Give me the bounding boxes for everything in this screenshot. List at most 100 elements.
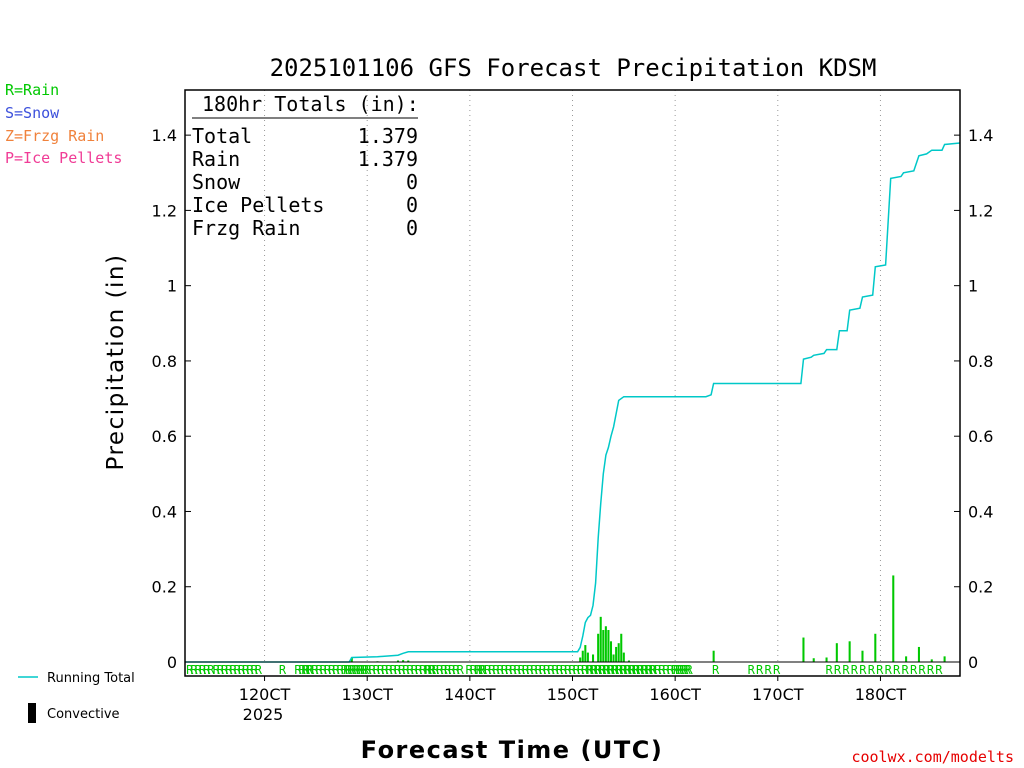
ptype-marker-4: RRRRRRRRRRRRRRRRR — [294, 663, 370, 677]
y-axis-label: Precipitation (in) — [103, 254, 129, 471]
ptype-marker-0: RRRRRR — [186, 663, 215, 677]
running-total-polyline — [185, 142, 961, 663]
totals-label-ice-pellets: Ice Pellets — [192, 193, 324, 217]
precip-bar-15 — [609, 641, 613, 662]
precip-bar-30 — [892, 575, 895, 662]
running-total-line — [185, 142, 961, 663]
precip-bar-24 — [812, 658, 815, 662]
ptype-marker-7: RRRR — [444, 663, 465, 677]
totals-label-snow: Snow — [192, 170, 241, 194]
precip-bar-2 — [396, 660, 400, 662]
precip-bar-11 — [599, 616, 602, 662]
ptype-marker-5: RRRRRRRRRRRRRRRRRRRRRRRR — [343, 663, 448, 677]
precip-bar-25 — [825, 657, 828, 662]
precip-bar-20 — [622, 652, 625, 662]
y-tick-label-right-1: 0.2 — [968, 578, 993, 597]
totals-label-total: Total — [192, 124, 252, 148]
precip-bar-33 — [930, 659, 933, 662]
totals-box: 180hr Totals (in): Total 1.379 Rain 1.37… — [192, 92, 419, 240]
precip-bar-18 — [617, 643, 620, 662]
y-tick-label-left-7: 1.4 — [152, 126, 177, 145]
type-key-ice-pellets: P=Ice Pellets — [5, 149, 122, 167]
totals-value-freezing-rain: 0 — [406, 216, 418, 240]
chart-title: 2025101106 GFS Forecast Precipitation KD… — [270, 54, 877, 82]
y-tick-label-left-6: 1.2 — [152, 201, 177, 220]
precip-bar-28 — [861, 650, 864, 662]
precip-bar-0 — [350, 657, 353, 662]
precip-bar-6 — [581, 650, 584, 662]
x-axis-label: Forecast Time (UTC) — [361, 736, 664, 764]
totals-value-total: 1.379 — [358, 124, 418, 148]
precip-bar-10 — [597, 633, 600, 662]
ptype-marker-13: R R R R — [748, 663, 781, 677]
precip-bar-12 — [602, 630, 605, 662]
precip-bar-32 — [917, 646, 920, 662]
precip-bar-8 — [586, 652, 589, 662]
y-tick-label-left-5: 1 — [167, 277, 177, 296]
totals-heading: 180hr Totals (in): — [202, 92, 419, 116]
ptype-marker-2: R — [279, 663, 287, 677]
legend-convective-label: Convective — [47, 707, 120, 722]
precip-bar-29 — [874, 633, 877, 662]
totals-value-snow: 0 — [406, 170, 418, 194]
precip-bar-22 — [712, 650, 715, 662]
totals-label-rain: Rain — [192, 147, 240, 171]
x-tick-label-5: 170CT — [752, 685, 804, 704]
y-tick-label-right-6: 1.2 — [968, 201, 993, 220]
precip-type-markers: RRRRRR RRRRRRRRRRR R RRRRRRRRRRRRRRRRRRRRRR… — [186, 663, 946, 677]
precip-bar-7 — [584, 645, 587, 662]
y-tick-label-right-0: 0 — [968, 653, 978, 672]
precip-bar-9 — [592, 654, 595, 662]
ptype-marker-11: RRRR — [673, 663, 694, 677]
totals-value-ice-pellets: 0 — [406, 193, 418, 217]
plot-axes — [184, 89, 961, 677]
y-tick-label-left-0: 0 — [167, 653, 177, 672]
y-tick-label-left-4: 0.8 — [152, 352, 177, 371]
precip-bar-19 — [620, 633, 623, 662]
precip-bar-31 — [905, 656, 908, 662]
y-tick-label-right-7: 1.4 — [968, 126, 993, 145]
x-tick-label-4: 160CT — [649, 685, 701, 704]
x-tick-label-6: 180CT — [855, 685, 907, 704]
y-tick-label-right-4: 0.8 — [968, 352, 993, 371]
totals-label-freezing-rain: Frzg Rain — [192, 216, 300, 240]
x-tick-label-3: 150CT — [547, 685, 599, 704]
credit-text: coolwx.com/modelts — [851, 748, 1014, 766]
precip-bar-16 — [612, 654, 615, 662]
legend-convective-swatch — [28, 703, 36, 723]
y-tick-label-right-3: 0.6 — [968, 427, 993, 446]
grid-lines — [264, 90, 881, 662]
x-tick-labels: 120CT 130CT 140CT 150CT 160CT 170CT 180CT — [239, 676, 907, 704]
precip-bar-5 — [579, 657, 582, 662]
ptype-marker-12: R — [712, 663, 720, 677]
ptype-marker-10: RRRRRRRRRRRRRRRRRRRRRRRR — [586, 663, 691, 677]
legend-running-total-label: Running Total — [47, 671, 135, 686]
type-key-rain: R=Rain — [5, 81, 59, 99]
y-tick-label-left-3: 0.6 — [152, 427, 177, 446]
totals-value-rain: 1.379 — [358, 147, 418, 171]
precip-bar-13 — [604, 626, 607, 662]
y-tick-labels: 0 00.2 0.20.4 0.40.6 0.60.8 0.81 11.2 1.21.4 1.4 — [152, 126, 994, 672]
precip-bar-26 — [835, 643, 838, 662]
x-tick-label-1: 130CT — [341, 685, 393, 704]
x-tick-label-0: 120CT — [239, 685, 291, 704]
y-tick-label-left-1: 0.2 — [152, 578, 177, 597]
year-label: 2025 — [243, 705, 284, 724]
y-tick-label-right-5: 1 — [968, 277, 978, 296]
precipitation-bars — [350, 575, 946, 663]
precip-bar-4 — [407, 660, 410, 662]
precip-bar-23 — [802, 637, 805, 662]
plot-frame — [184, 89, 961, 677]
y-tick-label-left-2: 0.4 — [152, 502, 177, 521]
precip-bar-34 — [943, 656, 946, 662]
ptype-marker-14: R R R R R R R R R R R R R R — [825, 663, 943, 677]
y-tick-label-right-2: 0.4 — [968, 502, 993, 521]
precip-bar-21 — [627, 660, 630, 662]
type-key-freezing-rain: Z=Frzg Rain — [5, 127, 104, 145]
x-tick-label-2: 140CT — [444, 685, 496, 704]
precip-bar-17 — [615, 646, 618, 662]
precip-bar-27 — [848, 641, 851, 662]
ptype-marker-1: RRRRRRRRRRR — [213, 663, 263, 677]
precip-bar-14 — [607, 630, 610, 662]
